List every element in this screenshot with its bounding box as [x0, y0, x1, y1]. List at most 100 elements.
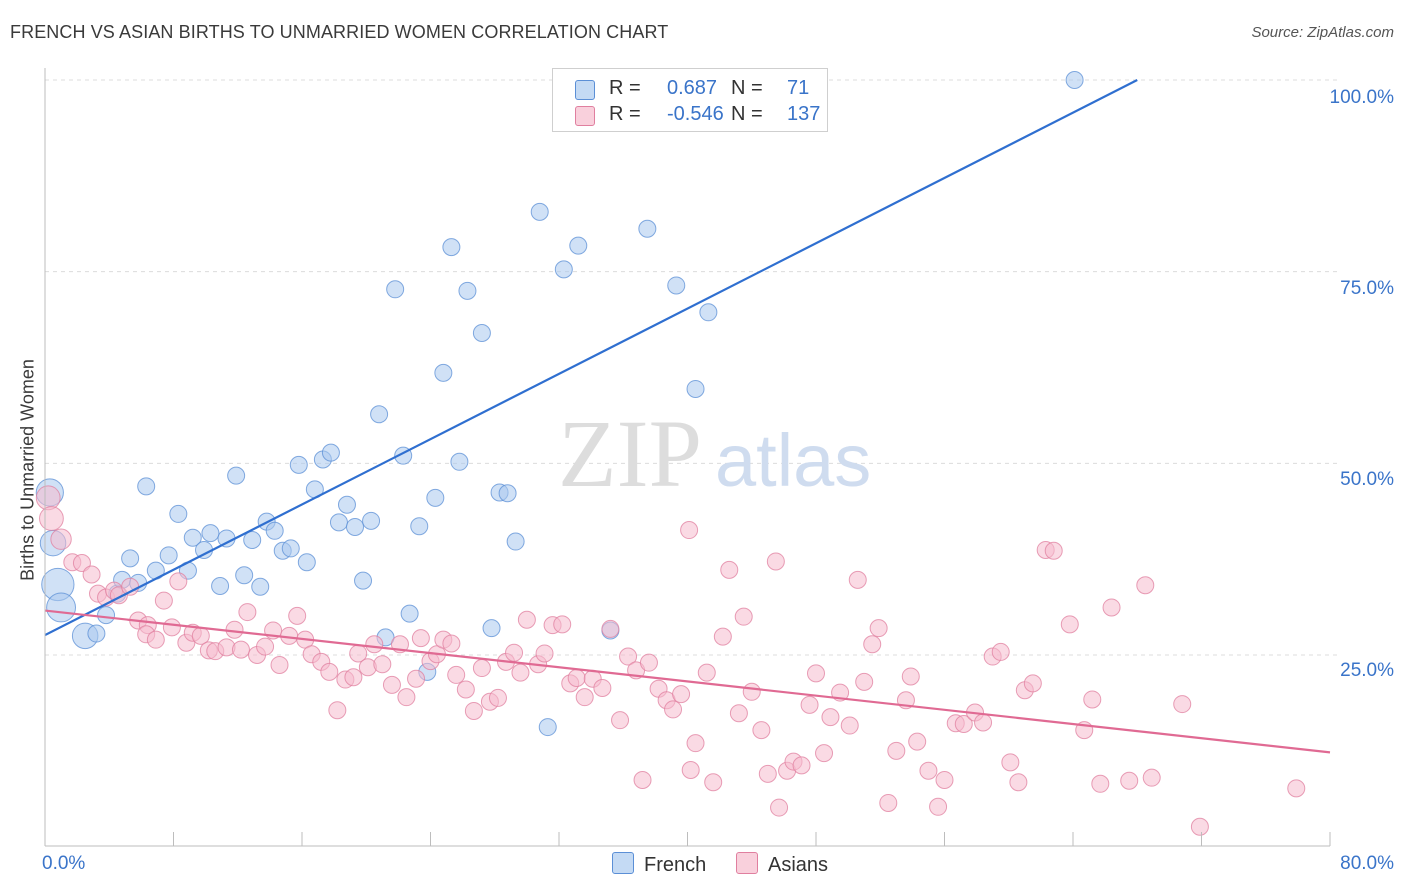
point-french	[289, 455, 308, 474]
point-asians	[1083, 690, 1102, 709]
point-asians	[320, 662, 339, 681]
legend-n-label: N =	[731, 103, 763, 125]
point-asians	[792, 756, 811, 775]
point-asians	[146, 630, 165, 649]
point-french	[217, 529, 236, 548]
point-asians	[639, 653, 658, 672]
point-asians	[954, 715, 973, 733]
point-french	[450, 452, 469, 471]
point-asians	[553, 615, 572, 634]
series-asians	[35, 485, 1306, 836]
point-asians	[593, 678, 612, 697]
point-asians	[770, 798, 789, 817]
point-french	[530, 202, 549, 221]
point-asians	[1091, 774, 1110, 793]
point-french	[1065, 71, 1084, 89]
legend-swatch-french	[575, 80, 595, 100]
point-asians	[908, 732, 927, 751]
x-tick-label-max: 80.0%	[1340, 853, 1394, 874]
point-asians	[821, 708, 840, 727]
y-tick-label-75: 75.0%	[1340, 278, 1394, 299]
point-asians	[929, 797, 948, 816]
point-asians	[511, 663, 530, 682]
point-french	[121, 549, 140, 568]
point-french	[211, 577, 230, 595]
point-asians	[601, 619, 620, 638]
point-french	[699, 303, 718, 322]
point-french	[482, 619, 501, 638]
point-asians	[991, 642, 1010, 661]
trend-line-french	[44, 79, 1138, 637]
point-asians	[365, 635, 384, 654]
point-asians	[1142, 768, 1161, 787]
point-asians	[575, 688, 594, 707]
point-asians	[442, 634, 461, 653]
trend-line-asians	[44, 609, 1331, 754]
legend-r-label: R =	[609, 103, 641, 125]
watermark: ZIP atlas	[558, 400, 871, 507]
point-french	[235, 566, 254, 585]
point-french	[362, 511, 381, 530]
point-asians	[72, 554, 91, 572]
bottom-legend-swatch-french	[612, 852, 634, 874]
point-french	[183, 528, 202, 547]
point-asians	[1190, 817, 1209, 836]
point-french	[346, 517, 365, 536]
point-asians	[1060, 615, 1079, 634]
point-asians	[935, 770, 954, 789]
point-french	[426, 488, 445, 507]
point-french	[195, 540, 214, 559]
point-asians	[664, 700, 683, 719]
point-asians	[713, 627, 732, 646]
legend-n-label: N =	[731, 77, 763, 99]
point-french	[370, 405, 389, 424]
point-asians	[397, 688, 416, 707]
point-french	[498, 484, 517, 503]
point-asians	[1009, 773, 1028, 792]
point-french	[321, 443, 340, 462]
point-french	[97, 606, 116, 625]
point-asians	[901, 667, 920, 686]
trend-lines	[44, 79, 1331, 754]
point-asians	[919, 761, 938, 780]
point-asians	[734, 607, 753, 626]
point-asians	[680, 521, 699, 540]
point-french	[329, 513, 348, 532]
legend-r-label: R =	[609, 77, 641, 99]
y-tick-label-50: 50.0%	[1340, 469, 1394, 490]
point-asians	[328, 701, 347, 720]
point-asians	[456, 680, 475, 699]
point-asians	[720, 560, 739, 579]
point-french	[434, 363, 453, 382]
point-asians	[619, 647, 638, 666]
point-french	[243, 531, 262, 549]
point-asians	[840, 716, 859, 735]
point-asians	[800, 695, 819, 714]
legend-n-value: 71	[787, 77, 810, 99]
point-asians	[238, 603, 257, 622]
watermark-zip: ZIP	[558, 400, 702, 507]
x-tick-label-min: 0.0%	[42, 853, 86, 874]
point-asians	[535, 644, 554, 663]
point-french	[354, 571, 373, 590]
point-asians	[848, 570, 867, 589]
point-asians	[704, 773, 723, 792]
point-asians	[681, 761, 700, 779]
point-asians	[974, 713, 993, 732]
point-asians	[288, 606, 307, 625]
point-asians	[1001, 753, 1020, 772]
point-french	[638, 219, 657, 238]
correlation-legend: R = 0.687 N = 71 R = -0.546 N = 137	[552, 68, 828, 132]
bottom-legend-label-french: French	[644, 854, 707, 876]
y-tick-label-25: 25.0%	[1340, 660, 1394, 681]
point-asians	[742, 682, 761, 701]
point-french	[554, 260, 573, 279]
point-asians	[1173, 695, 1192, 714]
point-french	[458, 281, 477, 300]
point-asians	[411, 629, 430, 648]
point-asians	[382, 675, 401, 694]
point-french	[281, 539, 300, 558]
point-asians	[729, 704, 748, 723]
point-asians	[686, 734, 705, 753]
